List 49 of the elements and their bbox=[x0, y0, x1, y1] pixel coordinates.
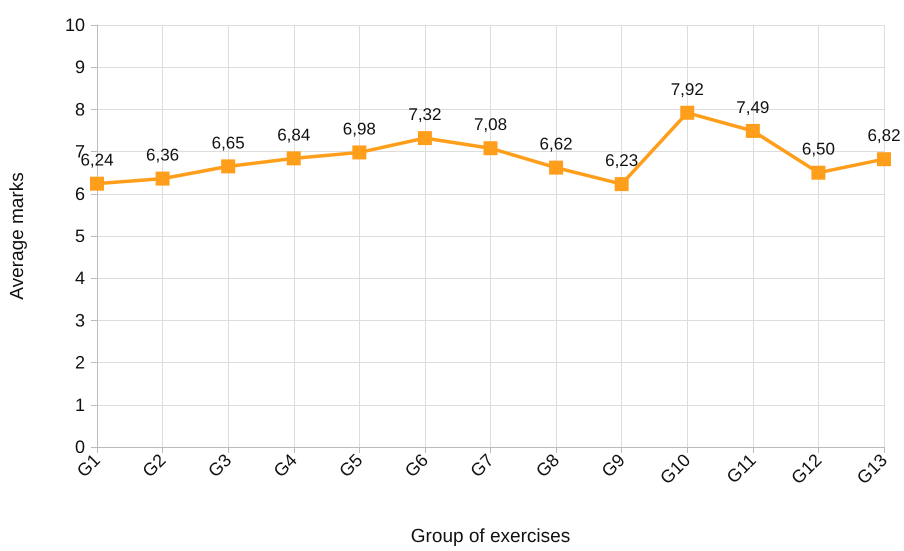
y-tick-label: 3 bbox=[74, 310, 85, 330]
point bbox=[352, 145, 366, 160]
data-label: 7,49 bbox=[736, 98, 770, 117]
x-tick-label: G13 bbox=[852, 450, 892, 488]
x-tick-label: G12 bbox=[787, 450, 826, 488]
data-label: 6,98 bbox=[342, 119, 376, 138]
data-label: 6,65 bbox=[212, 133, 245, 152]
point bbox=[746, 124, 760, 138]
data-label: 7,08 bbox=[474, 115, 508, 134]
x-tick-label: G7 bbox=[466, 450, 498, 482]
y-tick-label: 5 bbox=[74, 226, 85, 246]
point bbox=[484, 141, 498, 156]
y-tick-label: 1 bbox=[74, 394, 85, 415]
data-label: 7,32 bbox=[408, 105, 442, 124]
data-label: 6,50 bbox=[802, 140, 835, 159]
x-tick-label: G6 bbox=[400, 450, 432, 482]
data-label: 6,84 bbox=[277, 125, 310, 144]
data-label: 6,62 bbox=[540, 134, 573, 154]
point bbox=[90, 176, 104, 191]
x-tick-label: G10 bbox=[656, 450, 694, 488]
x-tick-label: G2 bbox=[138, 450, 170, 482]
x-tick-label: G8 bbox=[532, 450, 564, 482]
y-tick-label: 6 bbox=[74, 184, 85, 204]
y-tick-label: 9 bbox=[74, 57, 85, 78]
point bbox=[549, 160, 564, 175]
point bbox=[614, 177, 629, 192]
point bbox=[221, 159, 236, 174]
data-label: 6,23 bbox=[605, 151, 638, 170]
x-axis-title: Group of exercises bbox=[410, 526, 570, 547]
x-tick-label: G9 bbox=[598, 450, 629, 482]
y-tick-label: 10 bbox=[64, 15, 85, 35]
point bbox=[811, 166, 826, 180]
data-label: 6,82 bbox=[867, 126, 901, 146]
y-tick-label: 0 bbox=[74, 437, 85, 457]
y-axis-title: Average marks bbox=[7, 172, 28, 300]
point bbox=[418, 131, 432, 146]
point bbox=[877, 152, 891, 166]
y-tick-label: 4 bbox=[74, 268, 85, 288]
data-label: 6,36 bbox=[146, 146, 180, 165]
y-tick-label: 8 bbox=[74, 99, 85, 120]
data-label: 7,92 bbox=[670, 80, 704, 99]
point bbox=[286, 151, 301, 166]
point bbox=[156, 172, 170, 186]
x-tick-label: G11 bbox=[722, 450, 760, 488]
point bbox=[680, 106, 694, 120]
y-tick-label: 2 bbox=[74, 352, 85, 373]
x-tick-label: G3 bbox=[204, 450, 236, 482]
x-tick-label: G4 bbox=[270, 450, 301, 482]
x-tick-label: G5 bbox=[335, 450, 366, 482]
